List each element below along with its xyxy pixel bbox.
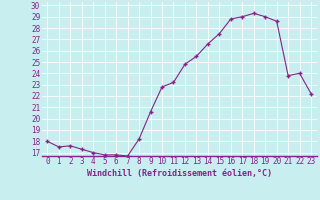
X-axis label: Windchill (Refroidissement éolien,°C): Windchill (Refroidissement éolien,°C) (87, 169, 272, 178)
